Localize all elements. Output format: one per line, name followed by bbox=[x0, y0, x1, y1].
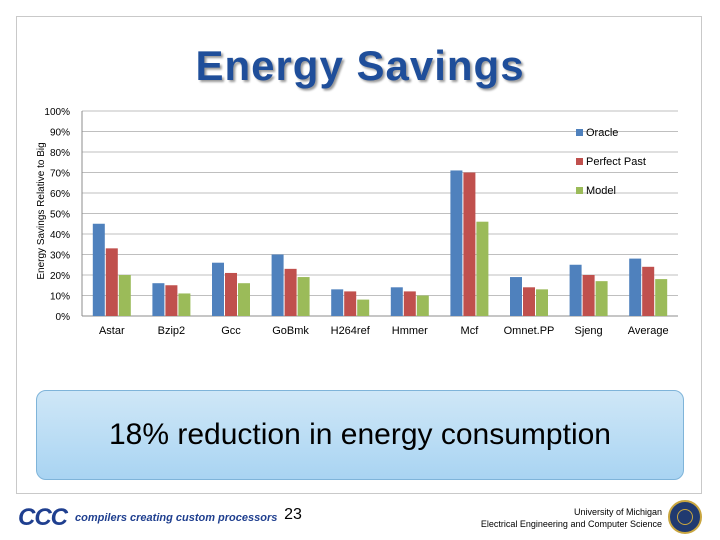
legend-swatch bbox=[576, 129, 583, 136]
legend-swatch bbox=[576, 158, 583, 165]
logo-tagline: compilers creating custom processors bbox=[75, 512, 278, 524]
y-tick-label: 100% bbox=[44, 107, 70, 118]
bar bbox=[238, 283, 250, 316]
y-tick-label: 30% bbox=[50, 251, 70, 262]
bar bbox=[642, 266, 655, 316]
y-axis-title: Energy Savings Relative to Big bbox=[36, 142, 47, 279]
bar bbox=[271, 254, 284, 316]
legend-label: Model bbox=[586, 185, 616, 197]
y-tick-label: 10% bbox=[50, 292, 70, 303]
bar bbox=[212, 262, 224, 316]
bar bbox=[118, 275, 131, 316]
x-tick-label: Average bbox=[628, 325, 669, 337]
university-seal-icon bbox=[668, 500, 702, 534]
callout-box: 18% reduction in energy consumption bbox=[36, 390, 684, 480]
x-tick-label: GoBmk bbox=[272, 325, 309, 337]
bar bbox=[331, 289, 344, 316]
bar bbox=[569, 264, 582, 316]
y-tick-label: 80% bbox=[50, 148, 70, 159]
y-tick-label: 90% bbox=[50, 128, 70, 139]
y-tick-label: 70% bbox=[50, 169, 70, 180]
x-tick-label: H264ref bbox=[331, 325, 371, 337]
legend-label: Perfect Past bbox=[586, 156, 646, 168]
bar bbox=[284, 268, 297, 316]
slide-title: Energy Savings bbox=[195, 42, 525, 89]
y-tick-label: 50% bbox=[50, 210, 70, 221]
bar bbox=[297, 277, 310, 316]
department-name: Electrical Engineering and Computer Scie… bbox=[480, 519, 662, 529]
x-tick-label: Gcc bbox=[221, 325, 241, 337]
legend-swatch bbox=[576, 187, 583, 194]
bar bbox=[105, 248, 118, 316]
ccc-logo: CCC compilers creating custom processors bbox=[18, 504, 277, 532]
legend-label: Oracle bbox=[586, 127, 618, 139]
university-name: University of Michigan bbox=[573, 507, 662, 517]
bar bbox=[463, 172, 476, 316]
bar bbox=[629, 258, 642, 316]
x-tick-label: Sjeng bbox=[575, 325, 603, 337]
bar bbox=[92, 223, 105, 316]
bar bbox=[523, 287, 535, 316]
x-tick-label: Mcf bbox=[461, 325, 480, 337]
bar bbox=[655, 279, 668, 316]
bar bbox=[225, 272, 237, 316]
bar bbox=[357, 299, 370, 316]
bar bbox=[165, 285, 178, 316]
university-credit: University of Michigan Electrical Engine… bbox=[430, 506, 662, 530]
bar bbox=[582, 275, 595, 316]
bar bbox=[403, 291, 416, 316]
bar-chart: 0% 10% 20% 30% 40% 50% 60% 70% 80% 90% 100% Energy … bbox=[36, 107, 678, 337]
logo-ccc-text: CCC bbox=[18, 504, 68, 531]
y-tick-label: 40% bbox=[50, 230, 70, 241]
footer: CCC compilers creating custom processors… bbox=[0, 494, 720, 540]
bar bbox=[595, 281, 608, 316]
callout-text: 18% reduction in energy consumption bbox=[109, 418, 611, 451]
bar bbox=[344, 291, 357, 316]
bar bbox=[178, 293, 191, 316]
y-tick-label: 0% bbox=[56, 312, 71, 323]
bar bbox=[390, 287, 403, 316]
bar bbox=[450, 170, 463, 316]
page-number: 23 bbox=[284, 506, 302, 523]
x-tick-label: Bzip2 bbox=[158, 325, 186, 337]
bar bbox=[152, 283, 165, 316]
y-tick-label: 60% bbox=[50, 189, 70, 200]
bar bbox=[536, 289, 548, 316]
bar bbox=[510, 277, 522, 316]
y-tick-label: 20% bbox=[50, 271, 70, 282]
bar bbox=[416, 295, 429, 316]
bar bbox=[476, 221, 489, 316]
x-tick-label: Hmmer bbox=[392, 325, 428, 337]
x-tick-label: Omnet.PP bbox=[504, 325, 555, 337]
x-tick-label: Astar bbox=[99, 325, 125, 337]
